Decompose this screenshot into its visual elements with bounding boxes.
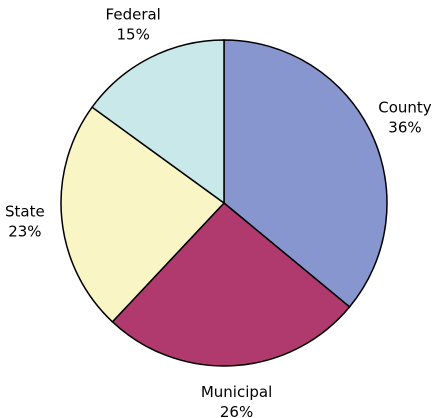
slice-label: Federal bbox=[106, 5, 161, 23]
slice-label: Municipal bbox=[201, 383, 272, 401]
slice-value-label: 23% bbox=[8, 222, 41, 240]
slice-value-label: 26% bbox=[220, 403, 253, 418]
slice-value-label: 15% bbox=[117, 25, 150, 43]
pie-slice bbox=[91, 39, 225, 205]
pie-slice bbox=[223, 39, 388, 308]
slice-label: County bbox=[378, 98, 432, 116]
slice-label: State bbox=[5, 202, 45, 220]
pie-slice bbox=[111, 201, 351, 367]
slice-value-label: 36% bbox=[388, 118, 421, 136]
pie-slice bbox=[60, 106, 226, 323]
